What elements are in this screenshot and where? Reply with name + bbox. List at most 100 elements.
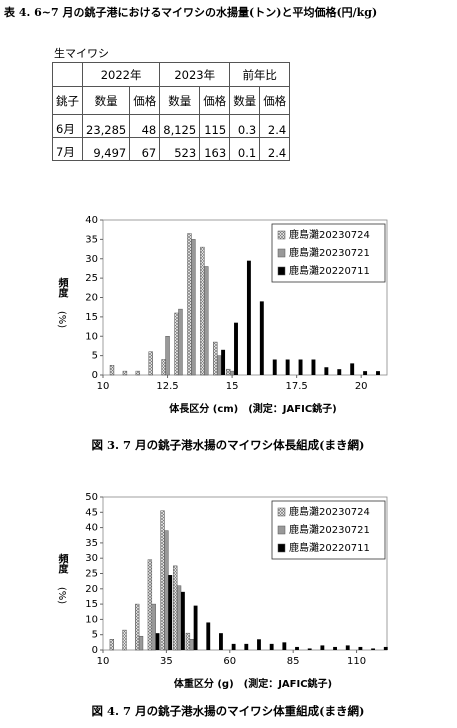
x-tick-label: 17.5	[286, 381, 308, 392]
x-axis-label: 体長区分 (cm) (測定：JAFIC銚子)	[169, 402, 336, 415]
legend-label: 鹿島灘20230724	[289, 228, 370, 241]
legend-swatch	[277, 230, 286, 240]
legend-box	[271, 500, 386, 560]
x-tick-label: 12.5	[156, 381, 178, 392]
bar	[180, 591, 185, 650]
x-tick-label: 10	[97, 656, 110, 667]
y-tick-label: 25	[85, 273, 98, 284]
bar	[178, 308, 183, 376]
bar	[383, 646, 388, 650]
subheader-cell: 価格	[129, 86, 161, 115]
table-caption: 生マイワシ	[54, 47, 109, 60]
bar	[173, 565, 178, 651]
data-table: 2022年 2023年 前年比 銚子 数量 価格 数量 価格 数量 価格 6月 23,285 4…	[52, 62, 291, 161]
header-cell: 2023年	[159, 62, 231, 87]
y-tick-label: 30	[85, 254, 98, 265]
subheader-cell: 数量	[159, 86, 201, 115]
bar	[135, 370, 141, 376]
x-tick-label: 10	[97, 381, 110, 392]
bar	[187, 233, 192, 376]
y-tick-label: 30	[85, 553, 98, 564]
bar	[138, 635, 144, 651]
y-tick-label: 45	[85, 507, 98, 518]
y-tick-label: 40	[85, 215, 98, 226]
bar	[282, 642, 287, 650]
y-tick-label: 5	[92, 351, 98, 362]
bar	[206, 622, 211, 650]
bar	[269, 643, 274, 650]
bar	[135, 603, 140, 651]
bar	[298, 359, 303, 375]
table-cell: 67	[129, 137, 161, 161]
bar	[148, 351, 153, 376]
bar	[151, 603, 156, 651]
legend-box	[271, 223, 386, 283]
bar	[345, 645, 350, 650]
table-cell: 7月	[52, 137, 83, 161]
x-axis-label: 体重区分 (g) (測定：JAFIC銚子)	[174, 677, 332, 690]
bar	[174, 312, 179, 376]
bar	[272, 359, 277, 375]
table-cell: 2.4	[259, 137, 291, 161]
bar	[229, 370, 235, 376]
y-tick-label: 5	[92, 630, 98, 641]
bar	[168, 575, 173, 650]
legend-swatch	[277, 525, 286, 535]
x-tick-label: 110	[347, 656, 366, 667]
table-cell: 115	[199, 114, 231, 138]
bar	[311, 359, 316, 375]
bar	[285, 359, 290, 375]
bar	[193, 605, 198, 650]
table-cell: 48	[129, 114, 161, 138]
bar	[189, 639, 194, 651]
table-cell: 163	[199, 137, 231, 161]
bar	[371, 648, 376, 650]
y-tick-label: 10	[85, 331, 98, 342]
y-axis-unit: (%)	[56, 587, 67, 604]
bar	[358, 646, 363, 650]
bar	[161, 359, 166, 376]
x-tick-label: 85	[287, 656, 300, 667]
y-tick-label: 50	[85, 492, 98, 503]
y-tick-label: 0	[92, 645, 98, 656]
bar	[337, 369, 342, 375]
bar	[147, 559, 153, 651]
bar	[244, 643, 249, 650]
bar	[259, 301, 264, 375]
bar	[257, 639, 261, 650]
y-tick-label: 20	[85, 293, 98, 304]
header-cell: 2022年	[81, 62, 161, 87]
bar	[376, 371, 380, 375]
y-axis-label: 頻度	[56, 276, 68, 298]
bar	[213, 341, 218, 376]
table-cell: 8,125	[159, 114, 201, 138]
table-cell: 0.1	[229, 137, 261, 161]
bar	[307, 648, 312, 650]
figure-caption: 図 3. 7 月の銚子港水揚のマイワシ体長組成(まき網)	[92, 438, 365, 452]
bar	[160, 510, 165, 651]
legend-label: 鹿島灘20230721	[289, 523, 370, 536]
bar	[295, 646, 299, 650]
bar	[191, 239, 196, 376]
y-axis-unit: (%)	[56, 311, 67, 328]
legend-swatch	[277, 266, 286, 276]
y-tick-label: 40	[85, 523, 98, 534]
x-tick-label: 35	[160, 656, 173, 667]
bar	[320, 645, 325, 650]
bar	[122, 629, 127, 651]
bar	[204, 266, 209, 376]
legend-label: 鹿島灘20220711	[289, 541, 370, 554]
legend-swatch	[277, 543, 286, 553]
bar	[225, 368, 231, 376]
bar	[246, 260, 251, 375]
legend-swatch	[277, 248, 286, 258]
bar	[200, 246, 205, 376]
y-tick-label: 35	[85, 234, 98, 245]
document-title: 表 4. 6~7 月の銚子港におけるマイワシの水揚量(トン)と平均価格(円/kg…	[4, 6, 378, 19]
y-tick-label: 10	[85, 614, 98, 625]
bar	[109, 639, 115, 651]
y-tick-label: 25	[85, 569, 98, 580]
legend-label: 鹿島灘20230721	[289, 246, 370, 259]
bar	[333, 646, 337, 650]
